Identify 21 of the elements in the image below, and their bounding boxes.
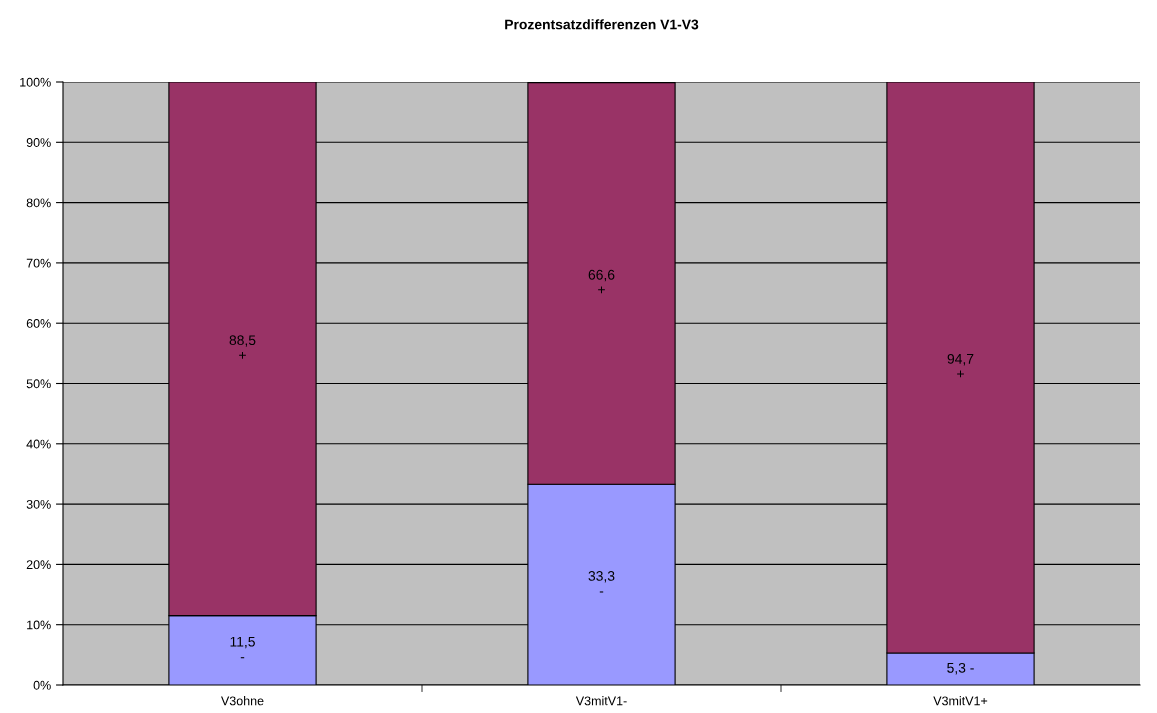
y-tick-label: 50%: [26, 379, 51, 389]
data-label: 5,3 -: [947, 662, 974, 675]
y-tick-label: 10%: [27, 620, 51, 630]
data-label: 88,5 +: [229, 335, 256, 359]
y-tick-label: 100%: [20, 77, 51, 87]
y-tick-label: 70%: [26, 258, 51, 268]
x-tick-label: V3mitV1-: [575, 696, 627, 706]
x-tick-label: V3mitV1+: [933, 696, 988, 706]
data-label: 33,3 -: [588, 571, 615, 593]
data-label: 66,6 +: [588, 269, 615, 294]
chart-title: Prozentsatzdifferenzen V1-V3: [505, 19, 699, 30]
y-tick-label: 0%: [33, 680, 51, 690]
y-tick-label: 30%: [26, 499, 51, 509]
data-label: 11,5 -: [230, 636, 255, 659]
y-tick-label: 40%: [26, 439, 51, 449]
y-tick-label: 60%: [26, 319, 51, 328]
y-tick-label: 20%: [26, 560, 51, 570]
data-label: 94,7 +: [947, 353, 974, 378]
y-tick-label: 90%: [26, 138, 51, 147]
y-tick-label: 80%: [26, 198, 51, 208]
x-tick-label: V3ohne: [221, 696, 264, 706]
